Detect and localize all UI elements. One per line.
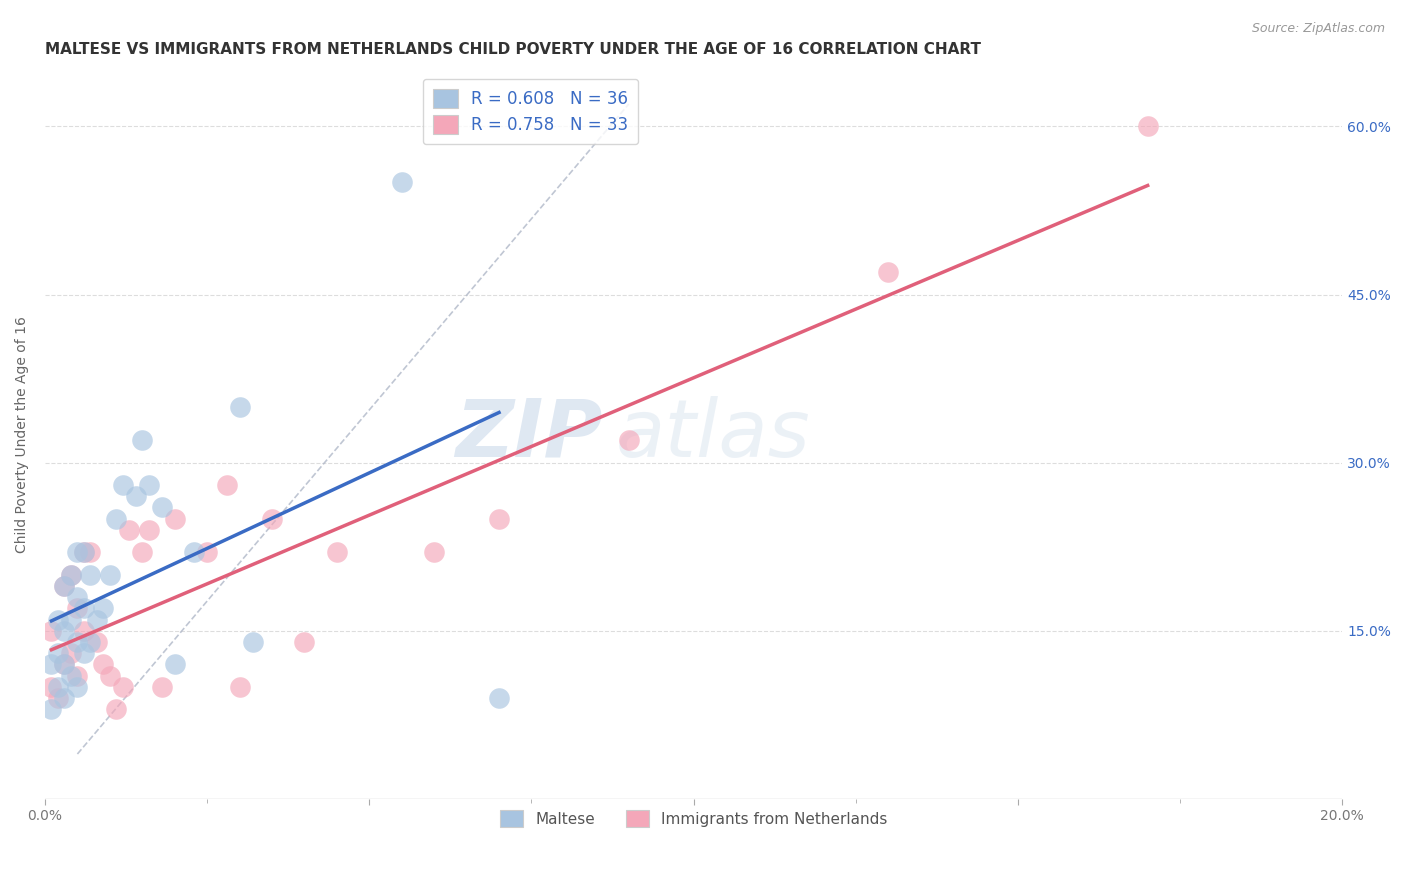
Point [53, 690, 76, 705]
Point [105, 702, 128, 716]
Point [53, 657, 76, 672]
Point [138, 523, 160, 537]
Point [111, 680, 134, 694]
Point [228, 400, 250, 414]
Point [228, 680, 250, 694]
Point [59, 567, 82, 582]
Point [46, 646, 69, 660]
Point [98, 567, 121, 582]
Point [66, 545, 89, 559]
Point [617, 434, 640, 448]
Point [391, 176, 413, 190]
Point [93, 601, 115, 615]
Point [73, 601, 96, 615]
Text: atlas: atlas [616, 396, 810, 474]
Point [138, 478, 160, 492]
Point [79, 635, 101, 649]
Point [59, 567, 82, 582]
Point [163, 657, 186, 672]
Point [73, 646, 96, 660]
Point [66, 635, 89, 649]
Point [150, 680, 173, 694]
Point [53, 579, 76, 593]
Text: ZIP: ZIP [456, 396, 603, 474]
Point [98, 668, 121, 682]
Point [79, 545, 101, 559]
Y-axis label: Child Poverty Under the Age of 16: Child Poverty Under the Age of 16 [15, 316, 30, 553]
Point [53, 657, 76, 672]
Point [59, 668, 82, 682]
Legend: Maltese, Immigrants from Netherlands: Maltese, Immigrants from Netherlands [492, 802, 894, 835]
Point [111, 478, 134, 492]
Point [86, 635, 108, 649]
Text: Source: ZipAtlas.com: Source: ZipAtlas.com [1251, 22, 1385, 36]
Point [163, 511, 186, 525]
Point [53, 579, 76, 593]
Point [66, 668, 89, 682]
Point [131, 434, 153, 448]
Point [877, 265, 900, 279]
Point [294, 635, 316, 649]
Point [79, 567, 101, 582]
Point [93, 657, 115, 672]
Point [73, 545, 96, 559]
Point [423, 545, 446, 559]
Point [242, 635, 264, 649]
Point [215, 478, 238, 492]
Point [66, 601, 89, 615]
Text: MALTESE VS IMMIGRANTS FROM NETHERLANDS CHILD POVERTY UNDER THE AGE OF 16 CORRELA: MALTESE VS IMMIGRANTS FROM NETHERLANDS C… [45, 42, 981, 57]
Point [46, 680, 69, 694]
Point [66, 680, 89, 694]
Point [41, 680, 63, 694]
Point [131, 545, 153, 559]
Point [105, 511, 128, 525]
Point [125, 489, 148, 503]
Point [73, 545, 96, 559]
Point [488, 511, 510, 525]
Point [53, 624, 76, 638]
Point [41, 702, 63, 716]
Point [118, 523, 141, 537]
Point [150, 500, 173, 515]
Point [46, 690, 69, 705]
Point [488, 690, 510, 705]
Point [41, 624, 63, 638]
Point [183, 545, 205, 559]
Point [195, 545, 218, 559]
Point [59, 646, 82, 660]
Point [59, 613, 82, 627]
Point [260, 511, 283, 525]
Point [1136, 120, 1159, 134]
Point [41, 657, 63, 672]
Point [73, 624, 96, 638]
Point [46, 613, 69, 627]
Point [66, 590, 89, 604]
Point [326, 545, 349, 559]
Point [86, 613, 108, 627]
